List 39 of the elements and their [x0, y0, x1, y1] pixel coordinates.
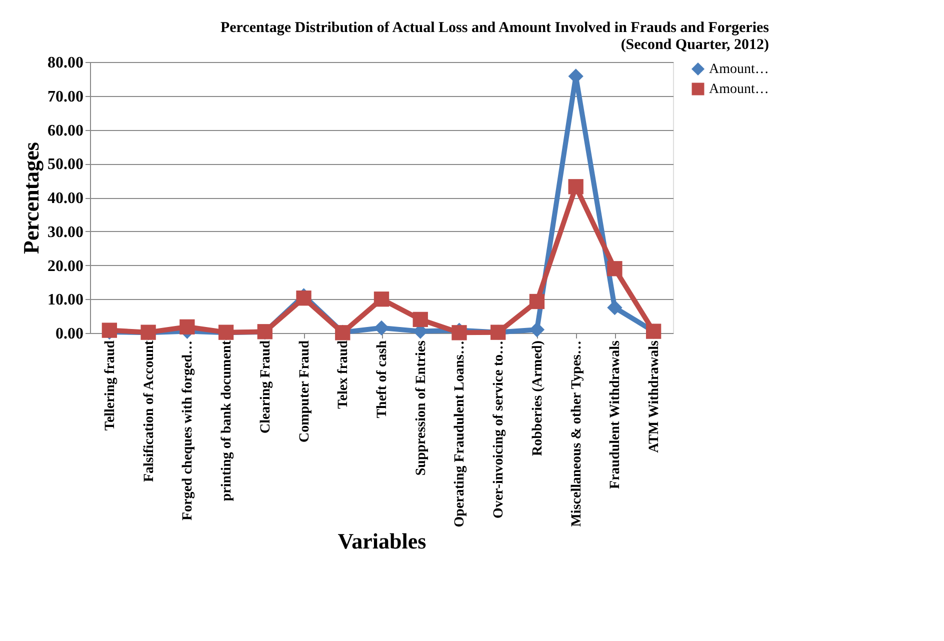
- point: [607, 261, 622, 276]
- point: [607, 300, 622, 316]
- y-tick-label: 40.00: [48, 190, 84, 207]
- x-axis-title: Variables: [338, 528, 427, 554]
- y-tick-label: 30.00: [48, 224, 84, 241]
- x-tick-label: Fraudulent Withdrawals: [608, 340, 624, 489]
- x-tick-label: Computer Fraud: [297, 340, 312, 443]
- point: [296, 290, 312, 306]
- x-tick-label: Suppression of Entries: [414, 340, 429, 476]
- point: [529, 294, 545, 310]
- point: [180, 319, 195, 334]
- x-tick-label: Miscellaneous & other Types…: [569, 340, 584, 527]
- x-tick-label: Robberies (Armed): [530, 340, 546, 456]
- x-tick-label: Telex fraud: [336, 340, 352, 409]
- y-tick-label: 20.00: [48, 258, 84, 275]
- chart-title: Percentage Distribution of Actual Loss and Amount Involved in Frauds and Forgeries (Second Quarter, 2012): [220, 20, 770, 53]
- x-tick-label: Theft of cash: [375, 340, 390, 418]
- x-tick-label: Operating Fraudulent Loans…: [452, 340, 468, 528]
- point: [412, 312, 428, 328]
- x-tick-label: printing of bank document: [220, 340, 235, 502]
- x-tick-label: Over-invoicing of service to…: [492, 340, 507, 518]
- x-tick-label: ATM Withdrawals: [647, 340, 662, 453]
- x-tick-label: Falsification of Account: [142, 340, 157, 482]
- x-tick-label: Tellering fraud: [102, 340, 118, 431]
- point: [452, 325, 467, 340]
- point: [374, 292, 390, 307]
- y-tick-label: 60.00: [48, 122, 84, 140]
- x-tick-label: Forged cheques with forged…: [180, 340, 196, 521]
- point: [374, 320, 390, 336]
- y-tick-label: 70.00: [48, 88, 84, 106]
- point: [568, 179, 584, 194]
- y-tick-label: 80.00: [48, 54, 84, 72]
- y-tick-label: 0.00: [56, 326, 84, 342]
- x-tick-label: Clearing Fraud: [258, 340, 274, 434]
- y-tick-label: 10.00: [48, 292, 84, 309]
- legend-label: Amount…: [709, 62, 769, 77]
- y-axis-title: Percentages: [18, 142, 44, 254]
- y-tick-label: 50.00: [48, 156, 84, 174]
- legend-label: Amount…: [709, 82, 769, 97]
